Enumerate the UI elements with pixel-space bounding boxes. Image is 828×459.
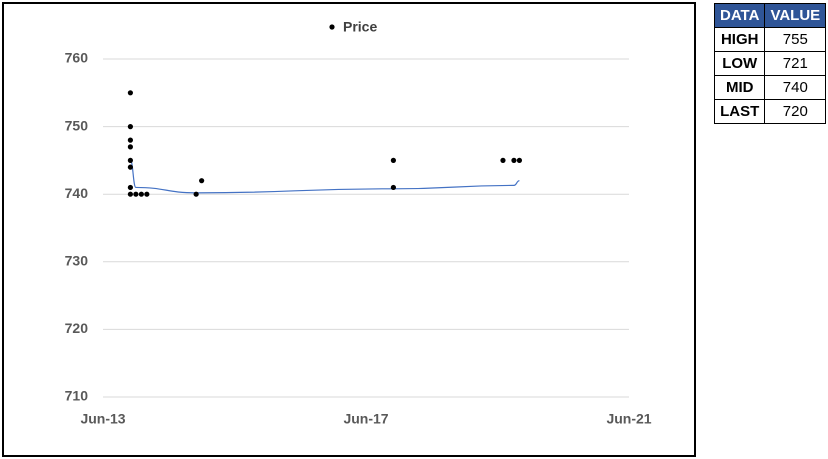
data-point	[390, 184, 396, 191]
data-point	[127, 164, 133, 170]
data-point	[199, 178, 205, 184]
x-tick-label: Jun-17	[343, 411, 388, 427]
trendline	[129, 159, 520, 194]
legend-label: Price	[343, 19, 377, 35]
data-point	[127, 191, 133, 197]
data-point	[138, 191, 144, 197]
chart-border	[2, 2, 696, 457]
data-point	[127, 137, 133, 143]
table-row: LAST 720	[713, 99, 827, 124]
data-point	[193, 191, 199, 197]
y-tick-label: 720	[65, 320, 89, 336]
legend-marker	[329, 24, 335, 30]
data-point	[500, 157, 506, 163]
y-tick-label: 710	[65, 388, 89, 404]
table-row: MID 740	[713, 75, 827, 100]
data-point	[390, 157, 396, 163]
cell: HIGH	[713, 27, 766, 52]
table-header: DATA VALUE	[713, 3, 827, 28]
data-point	[127, 184, 133, 191]
header-cell: DATA	[713, 3, 766, 28]
data-table: DATA VALUE HIGH 755 LOW 721 MID 740 LAST 720	[713, 3, 827, 124]
chart: Price 710 720 730 740 750 760 Jun-13 Jun-17 Jun-…	[2, 2, 696, 457]
data-point	[127, 90, 133, 96]
y-tick-label: 760	[65, 50, 89, 66]
data-point	[127, 157, 133, 163]
data-point	[127, 144, 133, 150]
data-point	[516, 157, 523, 163]
y-tick-label: 750	[65, 117, 89, 133]
x-tick-label: Jun-21	[606, 411, 651, 427]
cell: 740	[764, 75, 827, 100]
cell: 720	[764, 99, 827, 124]
cell: 755	[764, 27, 827, 52]
data-point	[133, 191, 139, 197]
y-tick-label: 730	[65, 253, 89, 269]
table-row: HIGH 755	[713, 27, 827, 52]
y-tick-label: 740	[65, 185, 89, 201]
cell: 721	[764, 51, 827, 76]
cell: LAST	[713, 99, 766, 124]
header-cell: VALUE	[764, 3, 827, 28]
data-point	[511, 157, 517, 163]
table-row: LOW 721	[713, 51, 827, 76]
data-point	[144, 191, 150, 197]
x-tick-label: Jun-13	[80, 411, 125, 427]
cell: MID	[713, 75, 766, 100]
data-point	[127, 124, 133, 130]
cell: LOW	[713, 51, 766, 76]
